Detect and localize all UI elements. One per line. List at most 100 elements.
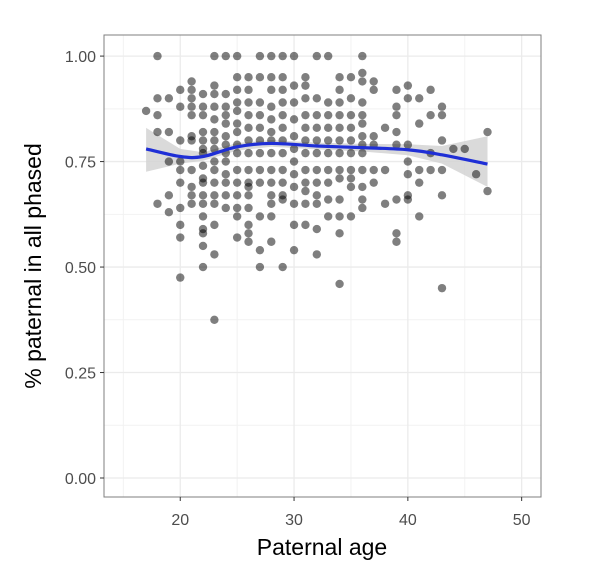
data-point <box>210 165 219 175</box>
data-point <box>358 148 367 158</box>
data-point <box>176 220 185 230</box>
data-point <box>403 157 413 166</box>
data-point <box>267 115 276 124</box>
data-point <box>255 212 265 221</box>
data-point <box>232 72 242 82</box>
data-point <box>210 315 219 324</box>
data-point <box>426 85 435 95</box>
data-point <box>301 220 310 230</box>
panel-background <box>104 35 541 497</box>
data-point <box>335 72 344 82</box>
data-point <box>232 85 242 95</box>
data-point <box>267 51 276 61</box>
data-point <box>210 136 219 145</box>
data-point <box>289 144 299 154</box>
data-point <box>392 237 401 246</box>
x-axis-label: Paternal age <box>257 534 387 560</box>
data-point <box>255 110 265 120</box>
data-point <box>221 119 230 128</box>
data-point <box>232 51 242 61</box>
data-point <box>198 110 208 120</box>
data-point <box>301 148 310 158</box>
data-point <box>289 132 299 141</box>
data-point <box>369 165 378 175</box>
data-point <box>380 199 390 208</box>
data-point <box>289 182 299 192</box>
data-point <box>176 157 185 166</box>
data-point <box>198 241 208 251</box>
data-point <box>415 212 424 221</box>
data-point <box>392 127 401 137</box>
data-point <box>267 148 276 158</box>
data-point <box>198 178 208 187</box>
data-point <box>176 165 185 175</box>
data-point <box>358 98 367 107</box>
smooth-line <box>145 141 488 166</box>
data-point <box>335 123 344 133</box>
data-point <box>267 191 276 200</box>
data-point <box>210 81 219 90</box>
data-point <box>221 102 230 111</box>
data-point <box>278 51 287 61</box>
data-point <box>232 233 242 242</box>
data-point <box>267 212 276 221</box>
data-point <box>198 229 208 238</box>
data-point <box>369 178 378 187</box>
data-point <box>346 110 356 120</box>
data-point <box>232 106 242 116</box>
data-point <box>244 220 253 230</box>
data-point <box>232 178 242 187</box>
data-point <box>198 127 208 137</box>
data-point <box>335 98 344 107</box>
data-point <box>312 94 322 103</box>
data-point <box>392 102 401 111</box>
data-point <box>437 191 447 200</box>
data-point <box>392 195 401 204</box>
data-point <box>278 165 287 175</box>
x-tick-label: 40 <box>399 512 417 529</box>
y-tick-label: 0.75 <box>65 155 96 172</box>
data-point <box>289 51 299 61</box>
y-axis-ticks: 0.00 0.25 0.50 0.75 1.00 <box>65 49 104 488</box>
data-point <box>289 220 299 230</box>
data-point <box>221 191 230 200</box>
data-point <box>210 220 219 230</box>
data-point <box>221 157 230 166</box>
data-point <box>164 94 174 103</box>
data-point <box>335 165 344 175</box>
data-point <box>255 123 265 133</box>
data-point <box>164 208 174 217</box>
data-point <box>187 77 196 86</box>
data-point <box>346 72 356 82</box>
data-point <box>323 165 333 175</box>
data-point <box>255 148 265 158</box>
data-point <box>244 148 253 158</box>
y-tick-label: 0.25 <box>65 366 96 383</box>
data-point <box>312 123 322 133</box>
data-point <box>255 262 265 272</box>
data-point <box>187 199 196 208</box>
data-point <box>244 123 253 133</box>
data-point <box>301 123 310 133</box>
data-point <box>221 132 230 141</box>
data-point <box>210 178 219 187</box>
data-point <box>278 110 287 120</box>
data-point <box>187 182 196 192</box>
data-point <box>210 157 219 166</box>
data-point <box>346 136 356 145</box>
data-point <box>210 102 219 111</box>
data-point <box>267 127 276 137</box>
data-point <box>278 98 287 107</box>
data-point <box>198 102 208 111</box>
data-point <box>312 199 322 208</box>
data-point <box>301 72 310 82</box>
data-point <box>255 165 265 175</box>
data-point <box>483 127 492 137</box>
data-point <box>187 110 196 120</box>
x-tick-label: 30 <box>285 512 303 529</box>
data-point <box>392 85 401 95</box>
data-point <box>198 212 208 221</box>
data-point <box>346 94 356 103</box>
data-point <box>335 136 344 145</box>
